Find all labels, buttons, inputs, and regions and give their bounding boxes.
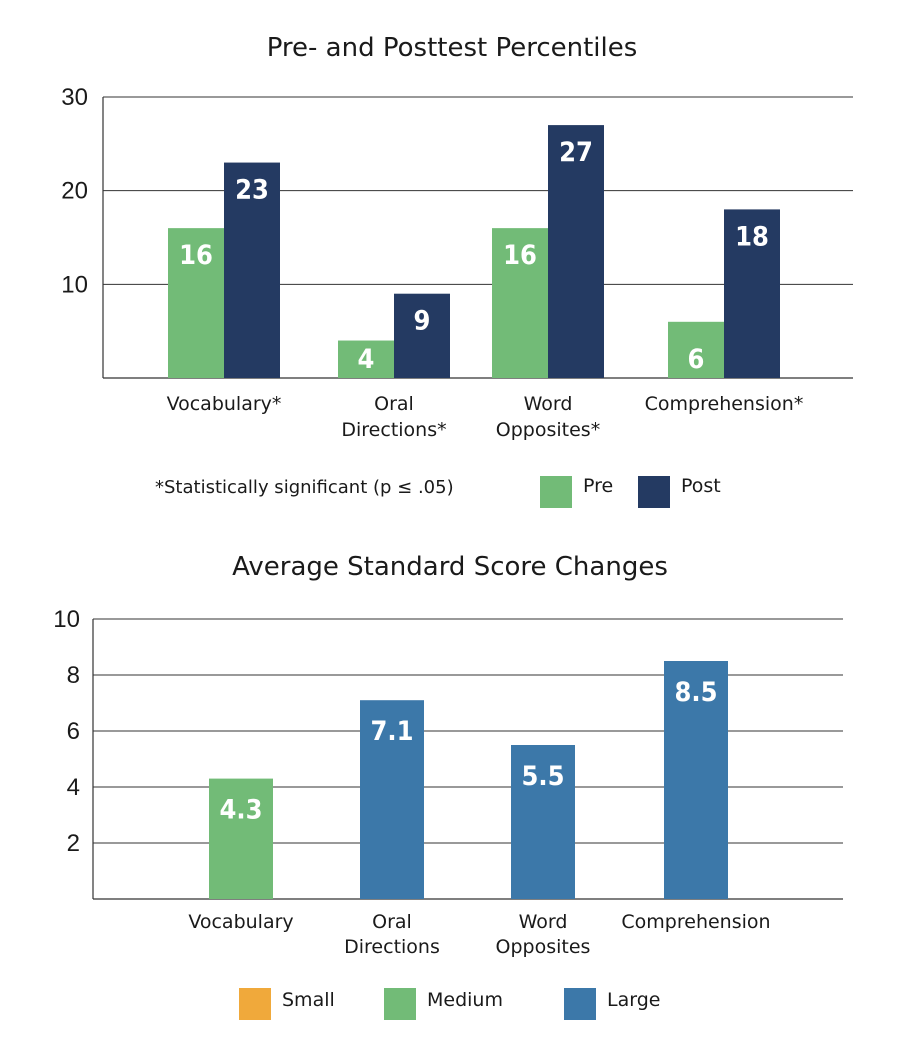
chart2-legend-label-medium: Medium bbox=[427, 989, 503, 1011]
chart1-legend-swatch-pre bbox=[540, 476, 572, 508]
chart1-bar-post bbox=[394, 293, 450, 378]
chart1-data-label: 16 bbox=[503, 240, 537, 271]
chart2-legend-swatch-large bbox=[564, 988, 596, 1020]
chart1-data-label: 18 bbox=[735, 221, 769, 252]
chart1-title: Pre- and Posttest Percentiles bbox=[267, 33, 638, 63]
chart2-x-tick-label: Vocabulary bbox=[188, 911, 293, 933]
chart2-data-label: 5.5 bbox=[521, 761, 564, 792]
chart1-bar-pre bbox=[492, 228, 548, 378]
chart2-title: Average Standard Score Changes bbox=[232, 552, 668, 582]
chart1-bar-pre bbox=[168, 228, 224, 378]
chart2-x-tick-label: Word bbox=[519, 911, 568, 933]
chart1-bar-post bbox=[548, 125, 604, 378]
chart1-bar-pre bbox=[668, 321, 724, 378]
chart2-y-tick-label: 6 bbox=[67, 718, 80, 745]
chart1-data-label: 16 bbox=[179, 240, 213, 271]
chart1-data-label: 27 bbox=[559, 137, 593, 168]
chart2-y-tick-label: 4 bbox=[67, 774, 80, 801]
chart1-data-label: 9 bbox=[414, 306, 431, 337]
chart2-data-label: 7.1 bbox=[370, 716, 413, 747]
chart2-y-tick-label: 8 bbox=[67, 662, 80, 689]
chart1-footnote: *Statistically significant (p ≤ .05) bbox=[155, 477, 454, 498]
chart1-x-tick-label: Vocabulary* bbox=[167, 393, 282, 415]
chart1-bar-pre bbox=[338, 340, 394, 378]
chart1-bar-post bbox=[724, 209, 780, 378]
chart2-x-tick-label: Comprehension bbox=[621, 911, 770, 933]
chart2-x-tick-label: Opposites bbox=[496, 936, 591, 958]
chart1-legend-label-post: Post bbox=[681, 475, 721, 497]
chart2-bar bbox=[209, 778, 273, 899]
chart2-legend-label-large: Large bbox=[607, 989, 660, 1011]
chart1-data-label: 4 bbox=[358, 344, 375, 375]
chart2-bar bbox=[360, 700, 424, 899]
chart1-legend-swatch-post bbox=[638, 476, 670, 508]
chart1-x-tick-label: Directions* bbox=[341, 419, 446, 441]
chart1-y-tick-label: 30 bbox=[61, 84, 88, 111]
chart1-data-label: 6 bbox=[688, 344, 705, 375]
chart1-x-tick-label: Comprehension* bbox=[645, 393, 804, 415]
chart1-x-tick-label: Oral bbox=[374, 393, 414, 415]
chart2-data-label: 8.5 bbox=[674, 677, 717, 708]
chart1-bar-post bbox=[224, 162, 280, 378]
chart2-x-tick-label: Directions bbox=[344, 936, 440, 958]
chart2-bar bbox=[664, 661, 728, 899]
chart2-y-tick-label: 10 bbox=[53, 606, 80, 633]
chart2-legend-swatch-small bbox=[239, 988, 271, 1020]
chart1-data-label: 23 bbox=[235, 175, 269, 206]
chart1-x-tick-label: Opposites* bbox=[496, 419, 600, 441]
chart1-legend-label-pre: Pre bbox=[583, 475, 613, 497]
chart1-y-tick-label: 20 bbox=[61, 178, 88, 205]
chart1-x-tick-label: Word bbox=[524, 393, 573, 415]
chart2-legend-swatch-medium bbox=[384, 988, 416, 1020]
chart1-y-tick-label: 10 bbox=[61, 271, 88, 298]
chart2-x-tick-label: Oral bbox=[372, 911, 412, 933]
chart2-data-label: 4.3 bbox=[219, 795, 262, 826]
chart2-legend-label-small: Small bbox=[282, 989, 335, 1011]
chart2-bar bbox=[511, 745, 575, 899]
chart2-y-tick-label: 2 bbox=[67, 830, 80, 857]
